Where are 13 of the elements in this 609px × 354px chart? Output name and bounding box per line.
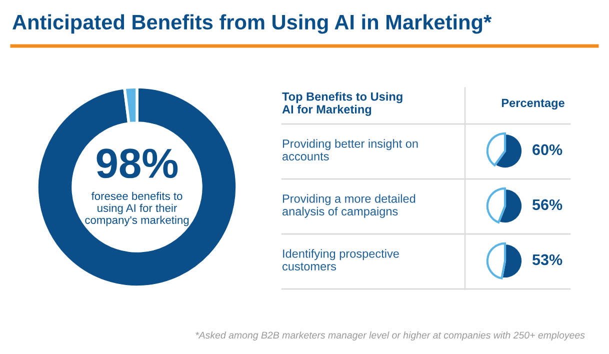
donut-slice bbox=[36, 86, 238, 288]
chart-title: Anticipated Benefits from Using AI in Marketing* bbox=[12, 14, 492, 34]
text: *Asked among B2B marketers manager level or higher at companies with 250+ employees bbox=[196, 331, 585, 341]
text: Percentage bbox=[502, 98, 564, 110]
text: Top Benefits to Using AI for Marketing bbox=[282, 92, 402, 116]
data-label: 60% bbox=[532, 144, 562, 156]
text: Providing better insight on accounts bbox=[282, 139, 418, 161]
text: foresee benefits to using AI for their company's marketing bbox=[85, 192, 189, 226]
data-label: 98% bbox=[96, 148, 178, 178]
data-label: 53% bbox=[532, 254, 562, 266]
text: Providing a more detailed analysis of campaigns bbox=[282, 194, 416, 218]
data-label: 56% bbox=[532, 199, 562, 210]
text: Identifying prospective customers bbox=[282, 249, 399, 271]
